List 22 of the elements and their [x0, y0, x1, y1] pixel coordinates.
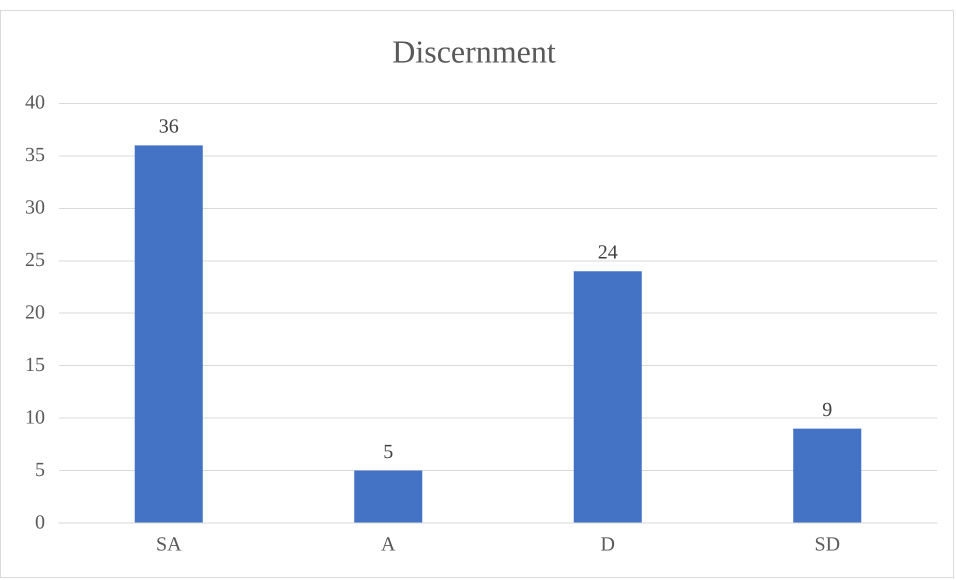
bar [574, 271, 642, 522]
y-tick-label: 10 [25, 406, 45, 428]
y-tick-label: 15 [25, 354, 45, 376]
y-tick-label: 0 [35, 511, 45, 534]
bar [134, 145, 203, 522]
data-label: 24 [598, 241, 618, 264]
data-label: 36 [158, 116, 179, 138]
chart-title: Discernment [392, 34, 556, 70]
data-label: 5 [383, 440, 394, 463]
bar [354, 470, 422, 522]
bar [793, 428, 862, 522]
x-tick-label: D [600, 533, 615, 556]
data-label: 9 [822, 398, 832, 421]
x-tick-label: A [381, 533, 396, 556]
y-tick-label: 5 [35, 458, 45, 481]
y-tick-label: 40 [25, 92, 45, 114]
x-tick-label: SA [156, 533, 182, 556]
y-tick-label: 25 [25, 249, 45, 271]
x-tick-label: SD [814, 533, 840, 556]
y-tick-label: 35 [25, 144, 45, 166]
y-tick-label: 30 [25, 196, 45, 219]
y-tick-label: 20 [25, 301, 45, 324]
